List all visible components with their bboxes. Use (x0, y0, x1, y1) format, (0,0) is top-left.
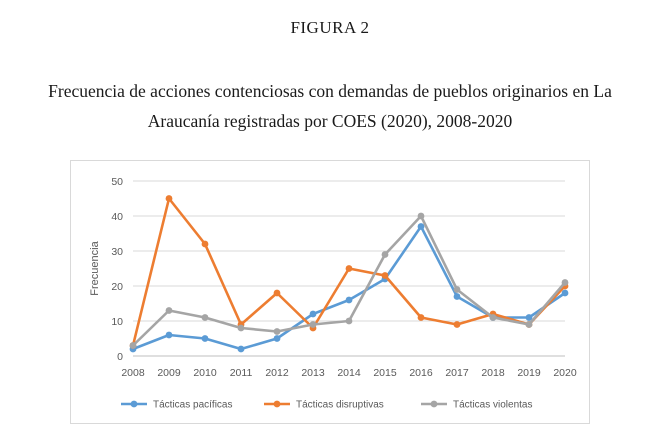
series-3-point-2011 (238, 325, 245, 332)
series-1-point-2013 (310, 311, 317, 318)
series-2-point-2012 (274, 290, 281, 297)
series-3-point-2012 (274, 328, 281, 335)
legend-label-1: Tácticas pacíficas (153, 400, 232, 411)
series-3-point-2013 (310, 321, 317, 328)
series-3-point-2018 (490, 314, 497, 321)
series-1-point-2009 (166, 332, 173, 339)
series-3-point-2015 (382, 251, 389, 258)
series-2-point-2016 (418, 314, 425, 321)
line-chart: 0 10 20 30 40 50 2008 2009 2010 2011 2012 2013 2014… (71, 161, 591, 425)
x-tick-2014: 2014 (337, 367, 361, 379)
y-tick-20: 20 (111, 281, 123, 293)
series-2-point-2014 (346, 265, 353, 272)
series-3-point-2008 (130, 342, 137, 349)
x-tick-2015: 2015 (373, 367, 397, 379)
y-tick-labels: 0 10 20 30 40 50 (111, 176, 123, 363)
x-tick-2008: 2008 (121, 367, 145, 379)
series-1-point-2010 (202, 335, 209, 342)
series-1-point-2014 (346, 297, 353, 304)
series-3-point-2016 (418, 213, 425, 220)
y-axis-label: Frecuencia (89, 240, 101, 295)
x-tick-2012: 2012 (265, 367, 289, 379)
series-group (130, 195, 569, 352)
legend: Tácticas pacíficas Tácticas disruptivas Tá… (121, 400, 532, 411)
series-1-point-2012 (274, 335, 281, 342)
x-tick-2016: 2016 (409, 367, 433, 379)
figure-title: Frecuencia de acciones contenciosas con … (20, 76, 640, 136)
x-tick-2010: 2010 (193, 367, 217, 379)
series-2-point-2010 (202, 241, 209, 248)
series-3-point-2010 (202, 314, 209, 321)
x-tick-2017: 2017 (445, 367, 469, 379)
legend-marker-2 (274, 401, 281, 408)
y-tick-40: 40 (111, 211, 123, 223)
y-tick-50: 50 (111, 176, 123, 188)
series-2-point-2017 (454, 321, 461, 328)
series-2-point-2009 (166, 195, 173, 202)
y-tick-30: 30 (111, 246, 123, 258)
series-line-1 (133, 227, 565, 350)
x-tick-2018: 2018 (481, 367, 505, 379)
chart-frame: 0 10 20 30 40 50 2008 2009 2010 2011 2012 2013 2014… (70, 160, 590, 424)
x-tick-2020: 2020 (553, 367, 577, 379)
series-2-point-2015 (382, 272, 389, 279)
x-tick-2009: 2009 (157, 367, 181, 379)
y-tick-0: 0 (117, 351, 123, 363)
series-3-point-2020 (562, 279, 569, 286)
series-1-point-2020 (562, 290, 569, 297)
series-1-point-2016 (418, 223, 425, 230)
series-3-point-2019 (526, 321, 533, 328)
series-3-point-2017 (454, 286, 461, 293)
legend-marker-1 (131, 401, 138, 408)
series-3-point-2009 (166, 307, 173, 314)
x-tick-2011: 2011 (230, 367, 253, 379)
x-tick-2019: 2019 (517, 367, 541, 379)
legend-label-3: Tácticas violentas (453, 400, 532, 411)
x-tick-2013: 2013 (301, 367, 325, 379)
legend-label-2: Tácticas disruptivas (296, 400, 384, 411)
y-tick-10: 10 (111, 316, 123, 328)
series-1-point-2011 (238, 346, 245, 353)
figure-label: FIGURA 2 (0, 18, 660, 38)
series-3-point-2014 (346, 318, 353, 325)
series-1-point-2017 (454, 293, 461, 300)
legend-marker-3 (431, 401, 438, 408)
x-tick-labels: 2008 2009 2010 2011 2012 2013 2014 2015 2016 2017… (121, 367, 577, 379)
